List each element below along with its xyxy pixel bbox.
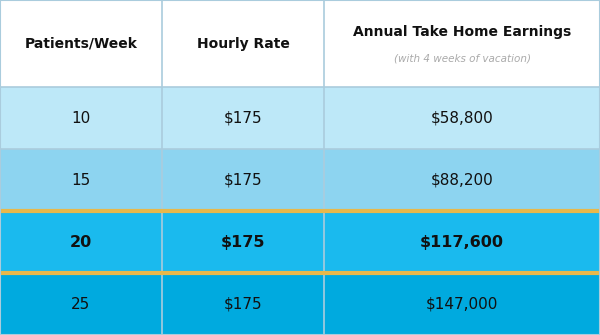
Bar [0,211,162,273]
Bar [324,149,600,211]
Bar [162,87,324,149]
Bar [162,273,324,335]
Text: $117,600: $117,600 [420,234,504,250]
Text: Patients/Week: Patients/Week [25,37,137,51]
Text: $147,000: $147,000 [426,296,498,312]
Text: $175: $175 [224,173,262,188]
Text: (with 4 weeks of vacation): (with 4 weeks of vacation) [394,54,530,64]
Bar [0,0,162,87]
Bar [162,149,324,211]
Text: Hourly Rate: Hourly Rate [197,37,289,51]
Text: 15: 15 [71,173,91,188]
Text: 10: 10 [71,111,91,126]
Bar [162,211,324,273]
Text: $175: $175 [224,296,262,312]
Text: 20: 20 [70,234,92,250]
Text: $175: $175 [224,111,262,126]
Bar [324,0,600,87]
Bar [324,87,600,149]
Text: Annual Take Home Earnings: Annual Take Home Earnings [353,25,571,39]
Bar [324,211,600,273]
Text: $58,800: $58,800 [431,111,493,126]
Bar [0,149,162,211]
Bar [0,273,162,335]
Bar [324,273,600,335]
Bar [162,0,324,87]
Text: $88,200: $88,200 [431,173,493,188]
Bar [0,87,162,149]
Text: $175: $175 [221,234,265,250]
Text: 25: 25 [71,296,91,312]
